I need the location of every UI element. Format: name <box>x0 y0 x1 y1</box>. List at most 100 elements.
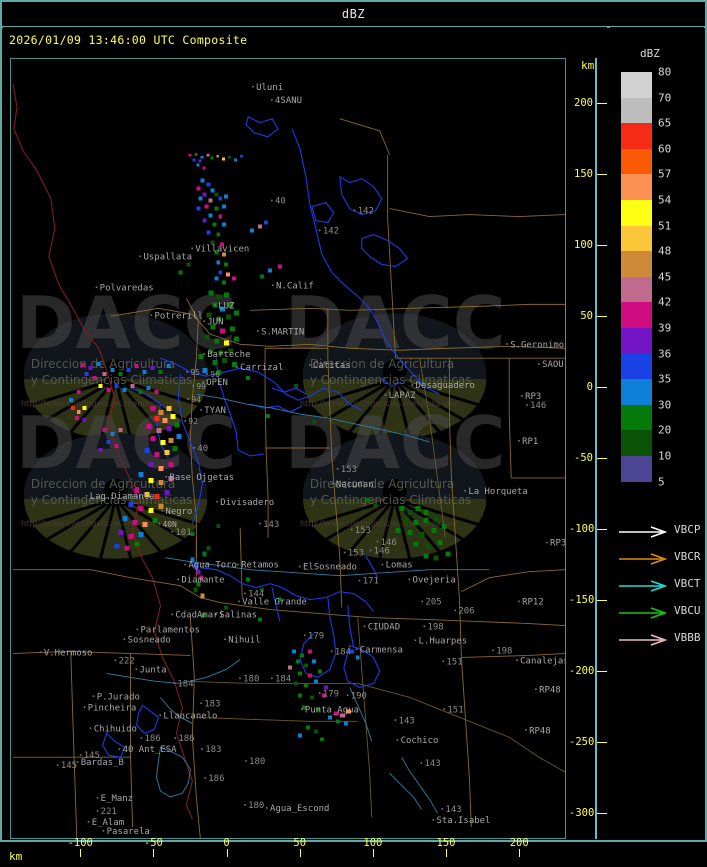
place-label: Valle Grande <box>242 598 307 608</box>
place-label: 145 <box>84 751 100 761</box>
place-marker <box>353 209 356 212</box>
colorbar-swatch <box>621 97 652 124</box>
colorbar-swatch <box>621 123 652 149</box>
place-marker <box>244 592 246 595</box>
colorbar-tick: 65 <box>658 116 672 130</box>
place-marker <box>184 563 186 566</box>
place-label: Carrizal <box>240 363 283 373</box>
place-marker <box>420 762 423 764</box>
place-label: Lomas <box>386 561 413 571</box>
place-marker <box>200 409 202 411</box>
colorbar-swatch <box>621 353 652 380</box>
place-label: Canalejas <box>520 656 565 666</box>
arrow-icon <box>619 580 668 592</box>
place-label: 221 <box>101 807 117 817</box>
place-label: L.Huarpes <box>419 636 468 646</box>
y-axis-tick-label: -50 <box>574 452 593 465</box>
place-marker <box>92 695 95 697</box>
colorbar-tick: 42 <box>658 295 672 309</box>
colorbar-swatch <box>621 276 652 303</box>
place-marker <box>244 804 246 806</box>
place-marker <box>526 404 528 406</box>
place-marker <box>266 807 268 809</box>
place-marker <box>215 613 217 616</box>
place-label: 186 <box>178 734 194 744</box>
place-marker <box>191 247 193 250</box>
colorbar-swatch <box>621 404 652 431</box>
place-marker <box>158 522 161 525</box>
place-label: 198 <box>427 623 443 633</box>
place-label: Villavicen <box>195 245 249 255</box>
vector-legend-row: VBCU <box>618 600 704 627</box>
svg-text:DACC: DACC <box>285 401 505 485</box>
place-label: Salinas <box>219 611 257 621</box>
place-marker <box>336 467 339 470</box>
place-marker <box>423 625 426 628</box>
svg-text:http://www.contingencias.mendo: http://www.contingencias.mendoza.gov <box>21 519 179 528</box>
place-label: 145 <box>61 761 77 771</box>
place-label: 101 <box>175 528 191 538</box>
place-label: Ovejeria <box>413 576 456 586</box>
place-marker <box>394 719 397 721</box>
place-label: Nacunan <box>336 480 374 490</box>
place-label: Diamante <box>181 576 224 586</box>
place-label: 95 <box>190 368 200 377</box>
place-marker <box>206 373 208 375</box>
svg-text:Direccion de Agricultura: Direccion de Agricultura <box>310 477 454 491</box>
place-label: Agua Toro <box>188 561 237 571</box>
place-marker <box>271 98 273 101</box>
place-label: Carmensa <box>360 645 403 655</box>
place-marker <box>118 748 121 750</box>
svg-text:http://www.contingencias.mendo: http://www.contingencias.mendoza.gov <box>21 399 179 408</box>
place-marker <box>239 677 241 680</box>
place-label: Retamos <box>241 561 279 571</box>
x-axis-tick-label: -100 <box>67 837 93 849</box>
y-axis-tick-label: -200 <box>569 665 595 678</box>
place-marker <box>187 398 189 400</box>
x-axis-tick-label: 150 <box>436 837 456 849</box>
place-label: Uluni <box>256 83 283 93</box>
timestamp-label: 2026/01/09 13:46:00 UTC Composite <box>9 33 248 47</box>
place-marker <box>363 625 366 628</box>
place-marker <box>443 708 446 710</box>
colorbar-swatch <box>621 199 652 226</box>
place-label: 144 <box>248 590 264 600</box>
place-label: 151 <box>447 705 463 715</box>
place-label: 206 <box>458 607 474 617</box>
place-marker <box>140 737 143 739</box>
echo-cluster-south <box>288 649 328 712</box>
radar-map-plot[interactable]: DACC DACC DACC DACC Direccion de Agricul… <box>10 58 566 839</box>
echo-cluster-north <box>188 152 244 170</box>
y-axis-tick-label: -100 <box>569 523 595 536</box>
place-label: SAOU <box>542 360 564 370</box>
frame-top <box>0 0 707 2</box>
place-marker <box>384 394 387 396</box>
place-marker <box>87 821 90 823</box>
place-marker <box>192 385 194 387</box>
place-label: JUN <box>207 317 223 327</box>
place-marker <box>414 639 417 642</box>
place-label: RP48 <box>529 726 551 736</box>
x-axis-tick-label: 0 <box>223 837 230 849</box>
place-marker <box>96 810 99 812</box>
colorbar-swatch <box>621 72 652 98</box>
vector-legend-label: VBCT <box>674 577 701 590</box>
place-label: Uspallata <box>144 252 193 262</box>
place-marker <box>369 549 372 552</box>
svg-text:Direccion de Agricultura: Direccion de Agricultura <box>310 357 454 371</box>
vector-legend-label: VBCP <box>674 523 701 536</box>
place-marker <box>165 475 168 478</box>
place-label: Parlamentos <box>141 626 200 636</box>
vector-legend-label: VBBB <box>674 631 701 644</box>
colorbar-tick: 5 <box>658 475 665 489</box>
legend-right-edge <box>705 27 707 839</box>
map-canvas: DACC DACC DACC DACC Direccion de Agricul… <box>11 59 565 838</box>
place-marker <box>96 797 99 799</box>
colorbar-tick: 60 <box>658 142 672 156</box>
vector-legend-label: VBCU <box>674 604 701 617</box>
colorbar[interactable] <box>621 72 652 482</box>
place-marker <box>506 343 508 345</box>
colorbar-swatch <box>621 174 652 200</box>
vector-legend-row: VBCR <box>618 546 704 573</box>
place-label: 40 Ant_ESA <box>123 745 178 755</box>
